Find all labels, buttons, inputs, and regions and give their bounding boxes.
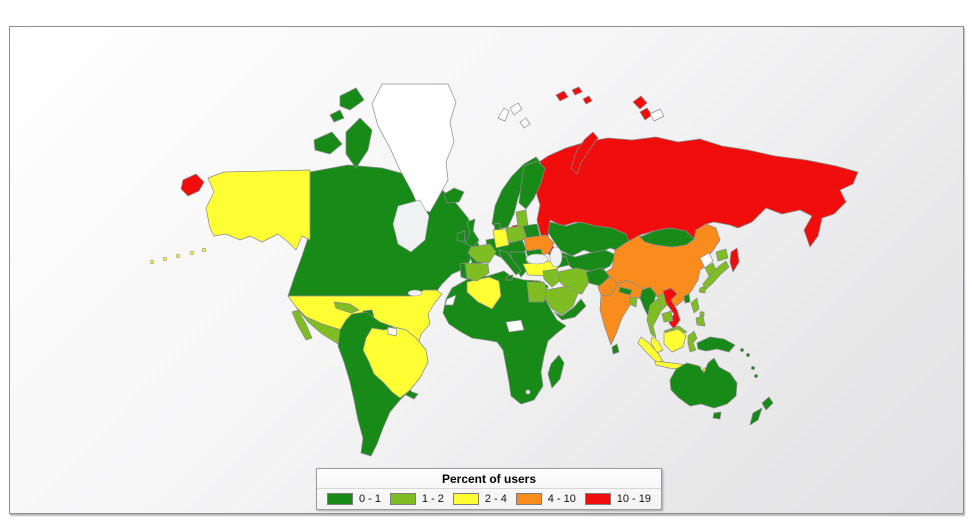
region-aleutian-islands[interactable] [202, 248, 207, 253]
region-aleutian-islands[interactable] [176, 254, 181, 259]
region-portugal[interactable] [459, 262, 468, 280]
region-bangladesh[interactable] [629, 296, 638, 308]
region-new-guinea[interactable] [696, 336, 736, 353]
region-south-sudan[interactable] [505, 319, 525, 333]
region-north-korea[interactable] [699, 252, 714, 269]
region-nepal[interactable] [618, 286, 633, 296]
region-arctic-islands[interactable] [313, 131, 343, 155]
seas-layer [392, 199, 563, 297]
legend-item: 2 - 4 [452, 493, 507, 505]
region-guyana[interactable] [387, 326, 398, 337]
region-saudi-arabia[interactable] [544, 285, 579, 316]
region-franz-josef-land[interactable] [555, 86, 593, 105]
region-chukotka-west[interactable] [180, 173, 205, 197]
region-sakhalin[interactable] [729, 247, 740, 273]
region-arctic-islands[interactable] [339, 87, 365, 111]
legend-title: Percent of users [317, 469, 661, 489]
region-poland[interactable] [505, 225, 527, 244]
region-yemen-oman[interactable] [553, 298, 587, 321]
region-ireland[interactable] [456, 230, 466, 243]
legend-item: 10 - 19 [584, 493, 651, 505]
region-taiwan[interactable] [683, 293, 691, 304]
legend-swatch [389, 493, 416, 505]
legend-item-label: 2 - 4 [484, 493, 507, 505]
region-aleutian-islands[interactable] [163, 256, 168, 261]
region-severnaya-zemlya[interactable] [632, 95, 653, 121]
region-italy[interactable] [498, 249, 522, 276]
great-lakes [407, 289, 423, 297]
region-france[interactable] [467, 243, 497, 264]
region-finland[interactable] [518, 160, 546, 210]
region-vietnam[interactable] [662, 287, 681, 330]
region-sicily[interactable] [505, 274, 514, 281]
hudson-bay [392, 199, 430, 253]
caspian-sea [549, 246, 563, 268]
region-baja-california[interactable] [291, 309, 313, 341]
black-sea [525, 253, 549, 265]
region-canada[interactable] [287, 164, 481, 297]
region-new-siberian-islands[interactable] [649, 108, 665, 122]
region-greenland[interactable] [371, 83, 457, 213]
legend-swatch [452, 493, 479, 505]
legend-item-label: 0 - 1 [359, 493, 382, 505]
legend-item: 4 - 10 [515, 493, 576, 505]
legend-item: 0 - 1 [327, 493, 381, 505]
region-arctic-islands[interactable] [329, 109, 345, 123]
region-alaska[interactable] [205, 169, 311, 251]
region-mongolia[interactable] [639, 227, 695, 248]
region-japan-honshu[interactable] [702, 260, 730, 291]
region-iraq-levant[interactable] [542, 268, 562, 288]
region-japan-hokkaido[interactable] [715, 248, 729, 262]
region-tasmania[interactable] [712, 411, 722, 420]
region-algeria[interactable] [466, 276, 502, 310]
region-indonesia-sulawesi[interactable] [687, 330, 698, 353]
legend-item-label: 1 - 2 [421, 493, 444, 505]
region-cuba[interactable] [333, 301, 360, 314]
region-iceland[interactable] [443, 187, 465, 204]
countries-layer [150, 83, 859, 457]
legend-swatch [584, 493, 611, 505]
map-legend: Percent of users 0 - 1 1 - 2 2 - 4 4 - 10 10… [316, 468, 662, 510]
legend-item: 1 - 2 [389, 493, 444, 505]
region-sri-lanka[interactable] [611, 343, 620, 355]
region-aleutian-islands[interactable] [150, 259, 155, 264]
region-africa[interactable] [442, 270, 567, 405]
region-new-zealand[interactable] [749, 396, 774, 426]
region-novaya-zemlya[interactable] [570, 131, 599, 175]
legend-swatch [327, 493, 353, 505]
region-indonesia-borneo[interactable] [663, 328, 687, 353]
region-arctic-islands[interactable] [345, 117, 373, 169]
region-philippines[interactable] [690, 297, 706, 327]
region-cambodia[interactable] [661, 310, 674, 323]
region-madagascar[interactable] [547, 354, 565, 389]
region-united-kingdom[interactable] [464, 218, 480, 248]
legend-swatch [515, 493, 542, 505]
region-solomon-islands[interactable] [740, 348, 744, 352]
region-svalbard[interactable] [497, 102, 531, 129]
region-solomon-islands[interactable] [751, 366, 755, 370]
region-solomon-islands[interactable] [754, 374, 758, 378]
region-egypt[interactable] [526, 281, 548, 303]
legend-item-label: 4 - 10 [547, 493, 576, 505]
region-australia[interactable] [669, 357, 738, 409]
legend-items: 0 - 1 1 - 2 2 - 4 4 - 10 10 - 19 [317, 489, 661, 505]
region-japan-kyushu[interactable] [698, 285, 707, 294]
region-germany[interactable] [492, 228, 510, 249]
region-brazil[interactable] [362, 326, 429, 399]
region-malaysia[interactable] [650, 336, 664, 354]
region-aleutian-islands[interactable] [190, 251, 195, 256]
legend-item-label: 10 - 19 [616, 493, 651, 505]
region-lesotho[interactable] [525, 389, 531, 395]
region-western-sahara[interactable] [444, 294, 457, 306]
region-solomon-islands[interactable] [746, 353, 750, 357]
